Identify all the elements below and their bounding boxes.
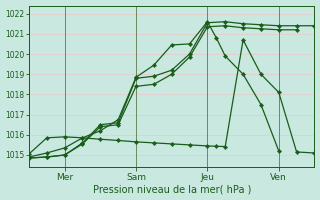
X-axis label: Pression niveau de la mer( hPa ): Pression niveau de la mer( hPa )	[92, 184, 251, 194]
